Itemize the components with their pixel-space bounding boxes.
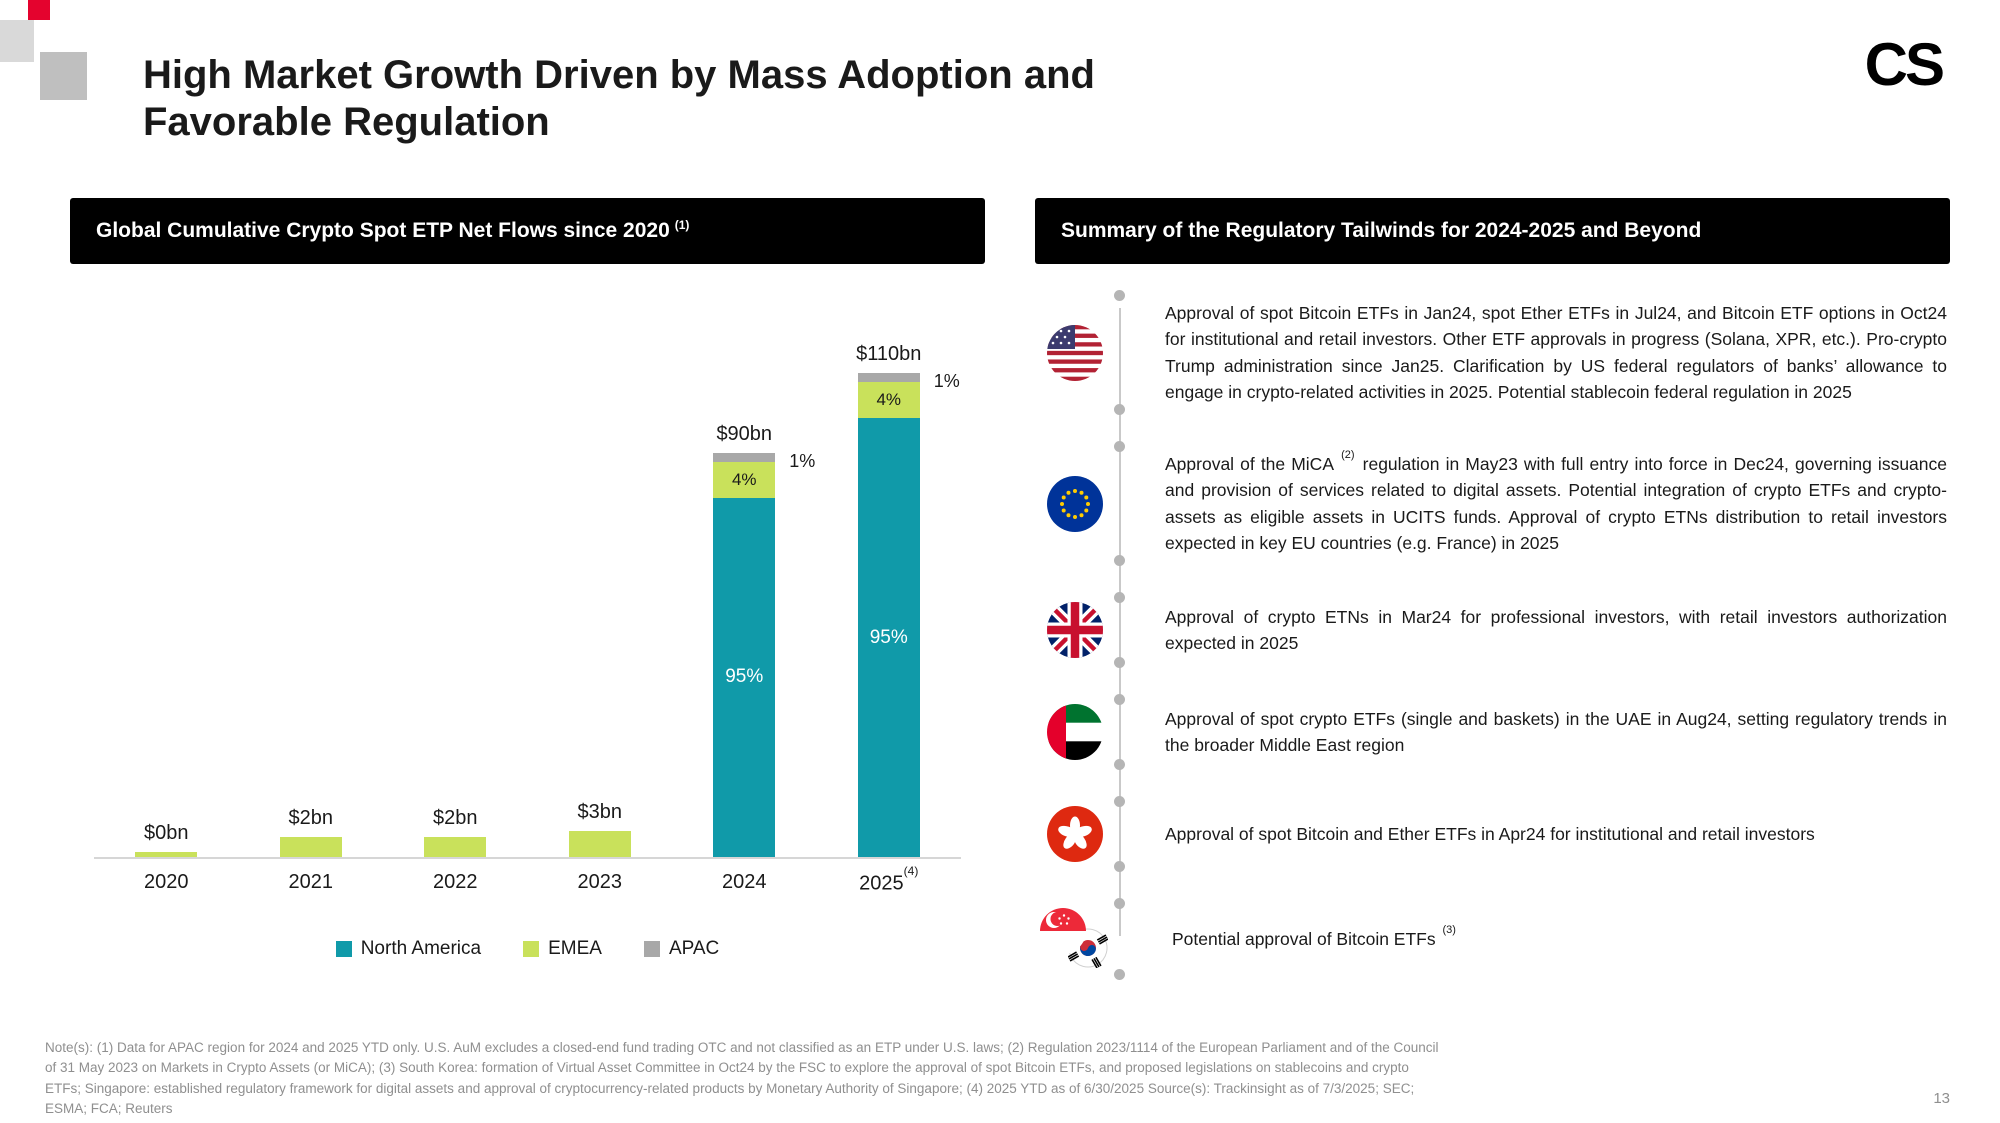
decorative-square-red: [28, 0, 50, 20]
chart-plot: $0bn $2bn $2bn $3bn $90bn 1% 4% 95% $110bn 1% 4% 95…: [70, 312, 985, 857]
bar-stack: 1% 4% 95%: [857, 371, 960, 857]
x-axis-label: 2020: [144, 871, 189, 893]
regulatory-item-text: Potential approval of Bitcoin ETFs (3): [1172, 924, 1950, 952]
bar-column: $90bn 1% 4% 95%: [672, 423, 817, 857]
bar-segment-emea: 4%: [857, 382, 920, 419]
regulatory-item-superscript: (3): [1442, 924, 1456, 937]
chart-panel: Global Cumulative Crypto Spot ETP Net Fl…: [70, 198, 985, 960]
regulatory-item-text: Approval of spot Bitcoin and Ether ETFs …: [1165, 823, 1815, 844]
regulatory-item-uk: Approval of crypto ETNs in Mar24 for pro…: [1035, 592, 1950, 668]
regulatory-panel: Summary of the Regulatory Tailwinds for …: [1035, 198, 1950, 1016]
chart-year-row: 2020 2021 2022 2023 2024 2025(4): [70, 864, 985, 896]
x-axis-label: 2022: [433, 871, 478, 893]
regulatory-item-sg-kr: Potential approval of Bitcoin ETFs (3): [1035, 898, 1950, 980]
bar-stack: [568, 831, 631, 857]
regulatory-item-hk: Approval of spot Bitcoin and Ether ETFs …: [1035, 796, 1950, 872]
x-axis-label: 2025(4): [859, 864, 919, 895]
chart-panel-header-superscript: (1): [674, 218, 690, 232]
page-title-line2: Favorable Regulation: [143, 100, 550, 145]
legend-label: North America: [360, 937, 482, 959]
segment-percent-label: 4%: [876, 390, 902, 410]
stacked-bar-chart: $0bn $2bn $2bn $3bn $90bn 1% 4% 95% $110bn 1% 4% 95…: [70, 264, 985, 960]
bar-total-label: $110bn: [856, 343, 922, 366]
bar-column: $2bn: [239, 807, 384, 857]
x-axis-label-superscript: (4): [903, 864, 919, 878]
bar-segment-emea: 4%: [713, 461, 776, 498]
bar-total-label: $2bn: [433, 807, 478, 829]
bar-column: $0bn: [94, 822, 239, 857]
regulatory-timeline: Approval of spot Bitcoin ETFs in Jan24, …: [1035, 264, 1950, 980]
regulatory-item-eu: Approval of the MiCA (2) regulation in M…: [1035, 441, 1950, 566]
segment-percent-label: 95%: [725, 666, 764, 688]
hk-flag-icon: [1047, 806, 1103, 862]
chart-legend: North America EMEA APAC: [70, 938, 985, 960]
bar-column: $3bn: [528, 801, 673, 857]
bar-segment-apac: [857, 373, 920, 383]
bar-stack: 1% 4% 95%: [713, 451, 815, 857]
bar-segment-apac: [713, 452, 776, 462]
bar-segment-emea: [568, 831, 631, 857]
bar-total-label: $90bn: [716, 422, 773, 445]
regulatory-item-us: Approval of spot Bitcoin ETFs in Jan24, …: [1035, 290, 1950, 415]
bar-stack: [135, 852, 198, 857]
bar-total-label: $2bn: [288, 807, 334, 829]
bar-segment-emea: [424, 837, 487, 857]
apac-percent-label: 1%: [789, 450, 816, 471]
x-axis-label: 2021: [288, 871, 334, 893]
regulatory-item-text: Approval of crypto ETNs in Mar24 for pro…: [1165, 606, 1947, 653]
page-title-line1: High Market Growth Driven by Mass Adopti…: [143, 53, 1095, 97]
decorative-square-light-gray: [0, 20, 34, 62]
regulatory-panel-header-text: Summary of the Regulatory Tailwinds for …: [1061, 219, 1702, 242]
x-axis-line: [94, 857, 961, 859]
sg-flag-icon: [1040, 908, 1086, 954]
sg-kr-flags-icon: [1040, 908, 1110, 970]
bar-segment-emea: [279, 837, 342, 857]
legend-item: EMEA: [523, 938, 602, 960]
chart-panel-header: Global Cumulative Crypto Spot ETP Net Fl…: [70, 198, 985, 264]
uk-flag-icon: [1047, 602, 1103, 658]
regulatory-item-text: Approval of spot Bitcoin ETFs in Jan24, …: [1165, 303, 1947, 402]
segment-percent-label: 4%: [731, 469, 757, 489]
page-title: High Market Growth Driven by Mass Adopti…: [143, 52, 1095, 146]
regulatory-item-uae: Approval of spot crypto ETFs (single and…: [1035, 694, 1950, 770]
legend-label: EMEA: [548, 937, 602, 959]
x-axis-label: 2024: [722, 871, 767, 893]
bar-total-label: $3bn: [577, 801, 623, 823]
page-number: 13: [1933, 1090, 1950, 1107]
regulatory-item-text: Approval of the MiCA (2) regulation in M…: [1165, 449, 1947, 556]
regulatory-item-text-post: regulation in May23 with full entry into…: [1165, 454, 1947, 553]
apac-percent-label: 1%: [933, 371, 960, 392]
bar-column: $110bn 1% 4% 95%: [817, 343, 962, 857]
x-axis-label: 2023: [577, 871, 623, 893]
bar-segment-north-america: 95%: [713, 497, 776, 857]
timeline-rail: [1119, 308, 1121, 936]
bar-segment-emea: [135, 852, 198, 857]
legend-swatch: [523, 940, 540, 957]
legend-item: APAC: [643, 937, 720, 960]
chart-panel-header-text: Global Cumulative Crypto Spot ETP Net Fl…: [96, 219, 670, 242]
eu-flag-icon: [1047, 475, 1103, 532]
regulatory-item-text-pre: Potential approval of Bitcoin ETFs: [1172, 928, 1441, 949]
regulatory-item-text: Approval of spot crypto ETFs (single and…: [1165, 708, 1947, 755]
bar-total-label: $0bn: [144, 822, 189, 844]
regulatory-item-superscript: (2): [1341, 449, 1355, 462]
uae-flag-icon: [1047, 704, 1103, 760]
legend-swatch: [335, 940, 352, 957]
regulatory-panel-header: Summary of the Regulatory Tailwinds for …: [1035, 198, 1950, 264]
bar-segment-north-america: 95%: [857, 418, 920, 857]
bar-stack: [424, 837, 487, 857]
legend-label: APAC: [668, 937, 720, 959]
bar-stack: [279, 837, 342, 857]
legend-swatch: [643, 940, 660, 957]
segment-percent-label: 95%: [869, 626, 908, 648]
footnotes: Note(s): (1) Data for APAC region for 20…: [45, 1040, 1439, 1116]
decorative-square-gray: [40, 52, 87, 100]
bar-column: $2bn: [383, 807, 528, 857]
regulatory-item-text-pre: Approval of the MiCA: [1165, 454, 1340, 474]
us-flag-icon: [1047, 324, 1103, 381]
legend-item: North America: [335, 937, 482, 960]
company-logo: CS: [1864, 31, 1945, 98]
